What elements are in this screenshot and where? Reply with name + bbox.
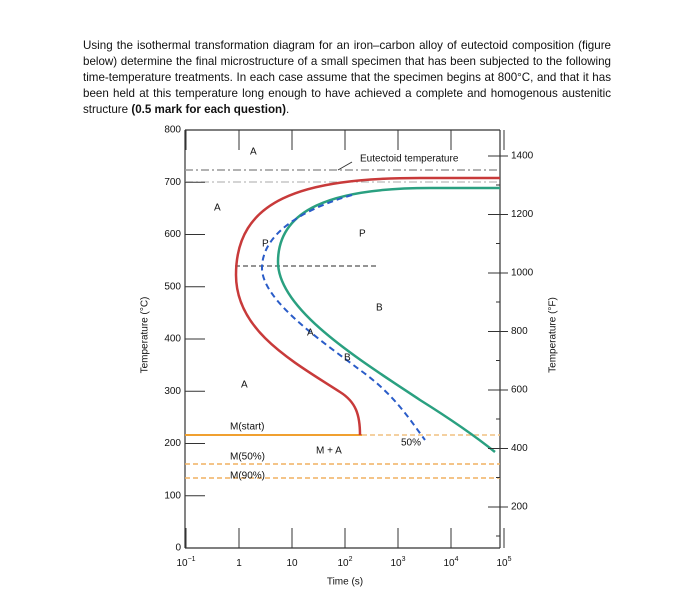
label: A: [241, 380, 248, 391]
tick-base: 10: [286, 558, 298, 569]
label: A: [307, 328, 314, 339]
label: Eutectoid temperature: [360, 154, 459, 165]
tick-sup: 2: [349, 556, 353, 563]
y-tick-label: 400: [164, 334, 181, 345]
tick-sup: 3: [402, 556, 406, 563]
label: A: [250, 147, 257, 158]
y-tick-label: 200: [164, 438, 181, 449]
x-tick-label: 105: [496, 556, 511, 569]
tick-base: 10: [176, 558, 188, 569]
question-tail: .: [285, 103, 290, 116]
arrow: [337, 161, 353, 171]
y-tick-label: 500: [164, 281, 181, 292]
x-tick-label: 104: [443, 556, 458, 569]
y-tick-label: 600: [164, 229, 181, 240]
x-tick-label: 10−1: [176, 556, 195, 569]
label: M + A: [316, 446, 342, 457]
tick-sup: 4: [455, 556, 459, 563]
y2-tick-label: 400: [511, 443, 528, 454]
x-label: Time (s): [327, 577, 363, 588]
y2-tick-label: 800: [511, 326, 528, 337]
y-tick-label: 700: [164, 177, 181, 188]
label: A: [214, 203, 221, 214]
question-bold: (0.5 mark for each question): [131, 103, 286, 116]
y-tick-label: 800: [164, 125, 181, 136]
label: B: [376, 303, 383, 314]
tick-sup: 5: [508, 556, 512, 563]
label: M(50%): [230, 452, 265, 463]
y-tick-label: 100: [164, 490, 181, 501]
y2-tick-label: 200: [511, 502, 528, 513]
question-text: Using the isothermal transformation diag…: [83, 39, 611, 116]
tick-base: 10: [337, 558, 349, 569]
y-tick-label: 300: [164, 386, 181, 397]
label: M(start): [230, 422, 264, 433]
tick-base: 10: [496, 558, 508, 569]
start-curve: [234, 176, 500, 436]
label: B: [344, 353, 351, 364]
x-tick-label: 102: [337, 556, 352, 569]
label: 50%: [401, 438, 421, 449]
label: M(90%): [230, 471, 265, 482]
tick-sup: −1: [188, 556, 196, 563]
finish-curve: [276, 186, 500, 453]
tick-base: 10: [390, 558, 402, 569]
y2-tick-label: 600: [511, 385, 528, 396]
fifty-curve: [260, 194, 426, 441]
x-tick-label: 103: [390, 556, 405, 569]
y-label: Temperature (°C): [140, 297, 151, 374]
y2-tick-label: 1000: [511, 268, 534, 279]
y2-tick-label: 1400: [511, 151, 534, 162]
label: P: [262, 239, 269, 250]
tick-base: 10: [443, 558, 455, 569]
y2-tick-label: 1200: [511, 209, 534, 220]
label: P: [359, 229, 366, 240]
y2-label: Temperature (°F): [548, 297, 559, 373]
y-tick-label: 0: [175, 543, 181, 554]
question: Using the isothermal transformation diag…: [83, 38, 611, 118]
x-tick-label: 1: [236, 558, 242, 569]
x-tick-label: 10: [286, 558, 298, 569]
tick-base: 1: [236, 558, 242, 569]
frame: [184, 129, 501, 549]
